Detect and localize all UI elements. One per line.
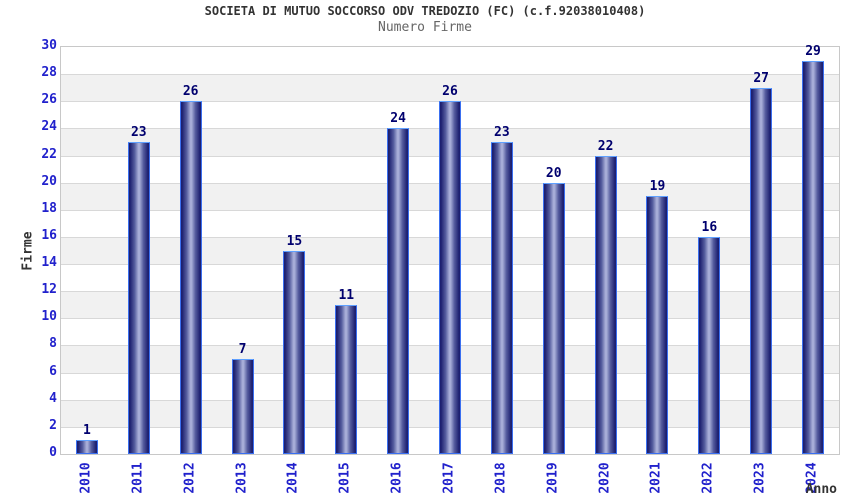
y-tick-label: 2 — [49, 417, 57, 433]
bar-2015 — [335, 304, 358, 454]
bar-value-2023: 27 — [753, 70, 770, 86]
bar-2018 — [490, 141, 513, 454]
bar-value-2011: 23 — [130, 124, 147, 140]
x-tick-label-2021: 2021 — [648, 462, 664, 494]
bar-2014 — [283, 250, 306, 454]
bar-value-2024: 29 — [805, 43, 821, 59]
y-tick-label: 28 — [41, 65, 57, 81]
y-tick-label: 16 — [41, 227, 57, 243]
bar-2013 — [231, 359, 254, 454]
bar-value-2015: 11 — [338, 287, 355, 303]
y-tick-label: 0 — [49, 445, 57, 460]
bar-2024 — [802, 60, 825, 454]
plot-area: 1 23 26 7 15 11 24 26 23 20 22 19 16 27 29 — [60, 43, 840, 455]
bar-2016 — [387, 128, 410, 454]
x-tick-label-2015: 2015 — [337, 462, 353, 494]
bar-value-2018: 23 — [494, 124, 510, 140]
x-tick-label-2020: 2020 — [597, 462, 613, 494]
x-tick-label-2022: 2022 — [700, 462, 716, 494]
y-tick-label: 18 — [41, 200, 57, 216]
y-tick-label: 4 — [49, 390, 57, 406]
bar-2017 — [439, 101, 461, 454]
y-tick-label: 24 — [41, 119, 57, 135]
y-tick-label: 14 — [41, 255, 57, 271]
bar-value-2021: 19 — [649, 179, 666, 195]
x-tick-label-2018: 2018 — [493, 462, 509, 494]
y-tick-label: 20 — [41, 173, 57, 189]
y-tick-label: 30 — [41, 38, 57, 53]
x-tick-label-2013: 2013 — [234, 462, 250, 494]
y-tick-label: 6 — [49, 363, 57, 379]
bar-value-2012: 26 — [182, 84, 199, 100]
bar-2019 — [542, 182, 565, 454]
bar-value-2016: 24 — [390, 111, 406, 127]
y-tick-label: 12 — [41, 282, 57, 298]
chart-subtitle: Numero Firme — [378, 20, 472, 35]
bar-2020 — [594, 155, 617, 454]
x-tick-label-2010: 2010 — [78, 462, 94, 494]
x-tick-label-2019: 2019 — [545, 462, 561, 494]
x-axis-label: Anno — [805, 482, 837, 497]
background-band — [61, 74, 839, 102]
y-tick-label: 10 — [41, 309, 57, 325]
bar-value-2013: 7 — [238, 342, 247, 358]
chart-title: SOCIETA DI MUTUO SOCCORSO ODV TREDOZIO (… — [204, 4, 646, 18]
bar-value-2017: 26 — [442, 84, 458, 100]
bar-value-2022: 16 — [701, 219, 718, 235]
bar-2021 — [646, 196, 669, 454]
bar-2011 — [127, 141, 150, 454]
bar-2010 — [75, 440, 98, 454]
bar-value-2014: 15 — [286, 233, 303, 249]
x-tick-label-2012: 2012 — [182, 462, 198, 494]
bar-value-2010: 1 — [83, 423, 91, 439]
x-tick-label-2017: 2017 — [441, 462, 457, 494]
y-tick-label: 22 — [41, 146, 57, 162]
gridline — [61, 74, 839, 76]
bar-value-2020: 22 — [597, 138, 614, 154]
x-tick-label-2016: 2016 — [389, 462, 405, 494]
y-tick-label: 26 — [41, 92, 57, 108]
x-tick-label-2014: 2014 — [285, 462, 301, 494]
y-tick-label: 8 — [49, 336, 57, 352]
x-tick-label-2023: 2023 — [752, 462, 768, 494]
bar-2012 — [179, 101, 202, 454]
bar-2022 — [698, 236, 721, 454]
bar-value-2019: 20 — [545, 165, 562, 181]
x-tick-label-2011: 2011 — [130, 462, 146, 494]
bar-2023 — [750, 87, 773, 454]
